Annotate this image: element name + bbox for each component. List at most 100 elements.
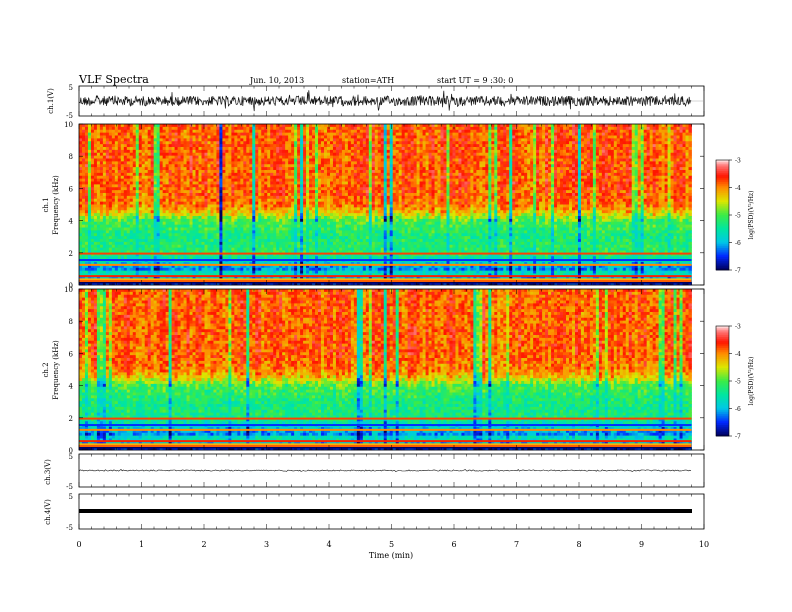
colorbar-swatch xyxy=(716,209,729,212)
colorbar-swatch xyxy=(716,368,729,371)
colorbar-tick-label: -4 xyxy=(735,351,741,358)
time-tick-label: 3 xyxy=(264,540,269,549)
colorbar-swatch xyxy=(716,216,729,220)
colorbar-tick-label: -6 xyxy=(735,406,741,413)
colorbar-swatch xyxy=(716,410,729,413)
colorbar-swatch xyxy=(716,377,729,380)
colorbar-swatch xyxy=(716,244,729,247)
colorbar-swatch xyxy=(716,370,729,373)
colorbar-swatch xyxy=(716,237,729,240)
ch2-spec-ylabel: Frequency (kHz) xyxy=(52,340,60,400)
colorbar-swatch xyxy=(716,333,729,336)
colorbar-swatch xyxy=(716,180,729,183)
colorbar-swatch xyxy=(716,193,729,196)
colorbar-swatch xyxy=(716,255,729,258)
ch1-colorbar: -3 -4 -5 -6 -7 log(PSD)(V²/Hz) xyxy=(715,158,755,275)
colorbar-swatch xyxy=(716,395,729,398)
colorbar-swatch xyxy=(716,327,729,331)
ch4-wave-ylabel: ch.4(V) xyxy=(44,499,52,525)
ch1-spec-ylabel: Frequency (kHz) xyxy=(52,175,60,235)
colorbar-swatch xyxy=(716,207,729,210)
colorbar-swatch xyxy=(716,240,729,243)
ch2-spectrogram-image xyxy=(79,289,704,451)
spec-ytick-label: 4 xyxy=(69,218,74,226)
ch2-colorbar: -3 -4 -5 -6 -7 log(PSD)(V²/Hz) xyxy=(715,324,755,441)
colorbar-swatch xyxy=(716,233,729,236)
colorbar-swatch xyxy=(716,259,729,262)
ch3-waveform-panel: 5 -5 ch.3(V) xyxy=(44,453,705,491)
colorbar-swatch xyxy=(716,423,729,426)
colorbar-swatch xyxy=(716,355,729,358)
colorbar-swatch xyxy=(716,399,729,402)
colorbar-swatch xyxy=(716,415,729,419)
ch4-wave-ytick-top: 5 xyxy=(69,493,73,501)
colorbar-swatch xyxy=(716,392,729,395)
spec-ytick-label: 8 xyxy=(69,153,73,161)
ch1-wave-ytick-bottom: -5 xyxy=(66,112,73,120)
colorbar-swatch xyxy=(716,218,729,221)
spec-ytick-label: 0 xyxy=(69,282,73,290)
ch3-wave-ytick-top: 5 xyxy=(69,453,73,461)
date-label: Jun. 10, 2013 xyxy=(249,76,304,85)
colorbar-swatch xyxy=(716,393,729,397)
ch2-spectrogram-panel: 0 2 4 6 8 10 ch.2 Frequency (kHz) xyxy=(42,286,705,455)
colorbar-swatch xyxy=(716,229,729,232)
colorbar-swatch xyxy=(716,251,729,254)
time-tick-label: 5 xyxy=(389,540,394,549)
colorbar-swatch xyxy=(716,329,729,332)
spec-ytick-label: 6 xyxy=(69,185,74,193)
spec-ytick-label: 4 xyxy=(69,383,74,391)
colorbar-swatch xyxy=(716,178,729,181)
colorbar-swatch xyxy=(716,414,729,417)
colorbar-swatch xyxy=(716,401,729,404)
colorbar-swatch xyxy=(716,211,729,214)
colorbar-swatch xyxy=(716,351,729,354)
colorbar-swatch xyxy=(716,238,729,242)
colorbar-swatch xyxy=(716,167,729,170)
colorbar-swatch xyxy=(716,248,729,251)
ch4-waveform-panel: 5 -5 ch.4(V) xyxy=(44,493,705,532)
colorbar-tick-label: -4 xyxy=(735,185,741,192)
ch1-spectrogram-panel: 0 2 4 6 8 10 ch.1 Frequency (kHz) xyxy=(42,121,705,290)
colorbar-swatch xyxy=(716,266,729,269)
colorbar-swatch xyxy=(716,185,729,188)
colorbar-swatch xyxy=(716,406,729,409)
colorbar-swatch xyxy=(716,220,729,223)
colorbar-swatch xyxy=(716,362,729,365)
figure-title: VLF Spectra xyxy=(78,73,149,86)
spec-ytick-label: 0 xyxy=(69,447,73,455)
spec-ytick-label: 2 xyxy=(69,415,73,423)
colorbar-swatch xyxy=(716,384,729,387)
colorbar-swatch xyxy=(716,346,729,349)
colorbar-swatch xyxy=(716,381,729,384)
colorbar-swatch xyxy=(716,194,729,198)
colorbar-swatch xyxy=(716,161,729,165)
colorbar-swatch xyxy=(716,264,729,267)
colorbar-tick-label: -7 xyxy=(735,268,741,275)
colorbar-swatch xyxy=(716,371,729,375)
ch1-wave-ylabel: ch.1(V) xyxy=(47,88,55,114)
colorbar-tick-label: -7 xyxy=(735,434,741,441)
colorbar-swatch xyxy=(716,421,729,424)
colorbar-swatch xyxy=(716,432,729,435)
colorbar-swatch xyxy=(716,375,729,378)
colorbar-swatch xyxy=(716,202,729,205)
colorbar-swatch xyxy=(716,205,729,209)
colorbar-swatch xyxy=(716,163,729,166)
ch3-wave-ylabel: ch.3(V) xyxy=(44,459,52,485)
colorbar-tick-label: -5 xyxy=(735,379,741,386)
colorbar-swatch xyxy=(716,379,729,382)
colorbar-swatch xyxy=(716,222,729,225)
colorbar-swatch xyxy=(716,182,729,185)
time-axis-label: Time (min) xyxy=(369,551,413,560)
colorbar-swatch xyxy=(716,169,729,172)
colorbar-swatch xyxy=(716,412,729,415)
ch2-colorbar-label: log(PSD)(V²/Hz) xyxy=(748,357,755,406)
colorbar-swatch xyxy=(716,262,729,265)
spec-ytick-label: 8 xyxy=(69,318,73,326)
colorbar-swatch xyxy=(716,366,729,369)
colorbar-swatch xyxy=(716,268,729,271)
colorbar-swatch xyxy=(716,204,729,207)
colorbar-swatch xyxy=(716,338,729,342)
colorbar-swatch xyxy=(716,408,729,411)
